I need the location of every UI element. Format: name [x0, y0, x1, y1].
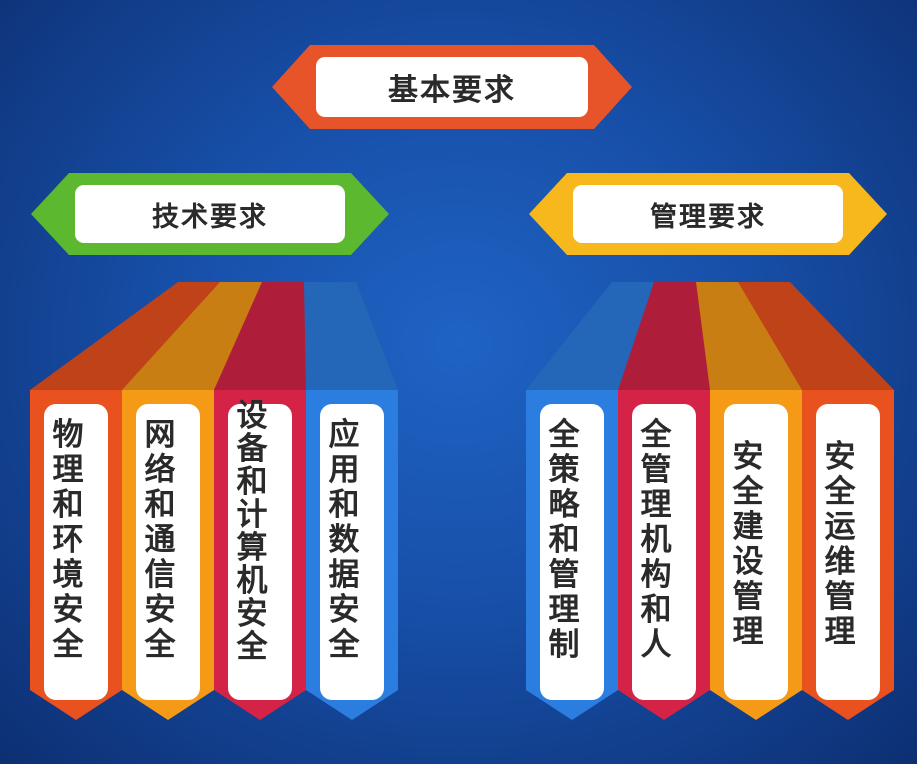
- mgmt-pillar-2-panel: [724, 404, 788, 700]
- tech-banner-label: 技术要求: [152, 201, 268, 233]
- tech-ribbon-2: [214, 282, 314, 390]
- mgmt-banner-label: 管理要求: [650, 201, 766, 233]
- tech-pillar-2-panel: [228, 404, 292, 700]
- mgmt-pillar-3-panel: [816, 404, 880, 700]
- tech-ribbon-0: [30, 282, 230, 390]
- tech-ribbon-3: [304, 282, 398, 390]
- top-banner-label: 基本要求: [388, 73, 516, 108]
- tech-pillar-1-panel: [136, 404, 200, 700]
- tech-pillar-0-panel: [44, 404, 108, 700]
- mgmt-pillar-0-panel: [540, 404, 604, 700]
- pillar-label: 全策略和管理制: [548, 417, 580, 663]
- mgmt-ribbon-1: [618, 282, 710, 390]
- tech-banner-inner: [75, 185, 345, 243]
- mgmt-ribbon-3: [738, 282, 894, 390]
- pillar-label: 安全建设管理: [732, 439, 764, 650]
- pillar-label: 应用和数据安全: [328, 417, 360, 663]
- mgmt-banner-inner: [573, 185, 843, 243]
- top-banner-inner: [316, 57, 588, 117]
- pillar-label: 设备和计算机安全: [236, 398, 268, 665]
- tech-ribbon-1: [122, 282, 272, 390]
- banners: [31, 45, 887, 255]
- ribbon-fans: [30, 282, 894, 390]
- pillar-label: 物理和环境安全: [52, 417, 84, 663]
- pillar-label: 安全运维管理: [824, 439, 856, 650]
- mgmt-pillar-1-panel: [632, 404, 696, 700]
- tech-pillar-3-panel: [320, 404, 384, 700]
- pillar-label: 网络和通信安全: [144, 417, 176, 663]
- pillar-label: 全管理机构和人: [640, 417, 672, 663]
- mgmt-ribbon-2: [696, 282, 802, 390]
- pillars: [30, 390, 894, 720]
